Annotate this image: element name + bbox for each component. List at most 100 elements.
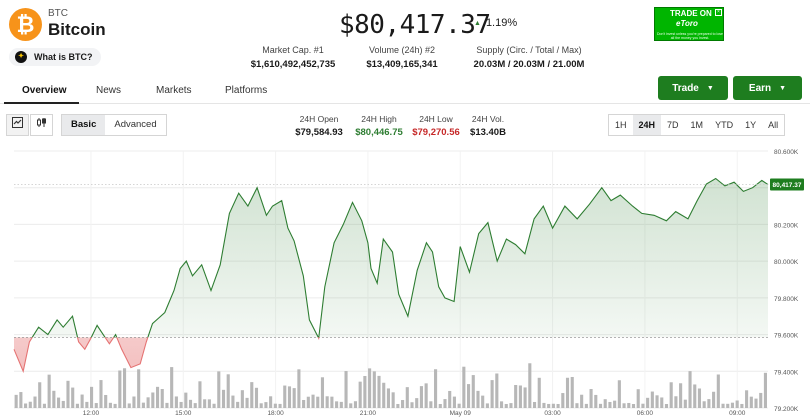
y-tick-label: 79.800K <box>774 296 799 303</box>
chevron-down-icon: ▼ <box>779 84 787 92</box>
tab-markets[interactable]: Markets <box>156 85 192 96</box>
volume-bar <box>674 396 678 408</box>
y-tick-label: 79.400K <box>774 369 799 376</box>
volume-bar <box>584 403 588 408</box>
volume-bar <box>716 374 720 408</box>
price-change: ▲ 1.19% <box>474 17 517 29</box>
earn-button[interactable]: Earn ▼ <box>733 76 802 100</box>
price-change-value: 1.19% <box>485 17 518 29</box>
tab-platforms[interactable]: Platforms <box>225 85 268 96</box>
x-tick-label: May 09 <box>450 410 472 417</box>
volume-bar <box>306 396 310 408</box>
volume-bar <box>537 377 541 408</box>
volume-bar <box>443 399 447 408</box>
volume-bar <box>523 387 527 408</box>
tab-overview[interactable]: Overview <box>22 85 67 96</box>
volume-bar <box>471 375 475 408</box>
volume-bar <box>664 403 669 408</box>
volume-bar <box>712 391 716 408</box>
supply-label: Supply (Circ. / Total / Max) <box>476 45 582 55</box>
trade-button[interactable]: Trade ▼ <box>658 76 728 100</box>
price-area-above-open <box>14 178 768 338</box>
x-tick-label: 18:00 <box>267 410 284 417</box>
x-tick-label: 12:00 <box>83 410 100 417</box>
volume-bar <box>646 397 650 408</box>
volume-bar <box>476 390 480 408</box>
volume-bar <box>132 396 136 408</box>
volume-bar <box>467 384 471 408</box>
y-tick-label: 79.600K <box>774 333 799 340</box>
range-1h[interactable]: 1H <box>615 120 627 130</box>
volume-bar <box>485 403 489 408</box>
volume-bar <box>368 368 372 408</box>
basic-mode-option[interactable]: Basic <box>62 115 106 135</box>
volume-bar <box>697 388 702 408</box>
line-chart-toggle-icon[interactable] <box>6 114 29 136</box>
volume-bar <box>269 396 273 408</box>
volume-bar <box>146 397 150 408</box>
volume-bar <box>561 393 565 408</box>
volume-bar <box>292 388 296 408</box>
volume-bar <box>193 403 197 408</box>
volume-bar <box>641 403 645 408</box>
volume-bar <box>217 371 221 408</box>
x-tick-label: 15:00 <box>175 410 192 417</box>
current-price: $80,417.37 <box>339 10 491 40</box>
volume-bar <box>448 390 452 408</box>
volume-bar <box>759 392 763 408</box>
range-1m[interactable]: 1M <box>690 120 704 130</box>
trade-button-label: Trade <box>672 82 699 94</box>
low-label: 24H Low <box>419 114 453 124</box>
volume-bar <box>415 398 419 408</box>
volume-bar <box>165 402 169 408</box>
volume-bar <box>52 390 56 408</box>
volume-bar <box>377 375 381 408</box>
open-value: $79,584.93 <box>295 127 343 138</box>
volume-bar <box>113 403 117 408</box>
chevron-down-icon: ▼ <box>706 84 714 92</box>
x-tick-label: 06:00 <box>637 410 654 417</box>
volume-bar <box>391 392 395 408</box>
y-tick-label: 80.600K <box>774 149 799 156</box>
volume-bar <box>273 403 277 408</box>
candlestick-toggle-icon[interactable] <box>30 114 53 136</box>
volume-bar <box>580 394 584 408</box>
volume-bar <box>57 397 61 408</box>
y-tick-label: 80.000K <box>774 259 799 266</box>
volume-bar <box>151 392 155 408</box>
last-price-tag <box>770 178 804 191</box>
volume-bar <box>556 403 560 408</box>
volume-bar <box>339 401 343 408</box>
what-is-btc-button[interactable]: ✦ What is BTC? <box>9 48 101 66</box>
volume-bar <box>372 371 376 408</box>
range-7d[interactable]: 7D <box>667 120 679 130</box>
volume-bar <box>565 377 570 408</box>
range-ytd[interactable]: YTD <box>715 120 734 130</box>
y-tick-label: 80.200K <box>774 222 799 229</box>
price-chart[interactable]: 80.600K80.400K80.200K80.000K79.800K79.60… <box>0 145 810 418</box>
ad-line-2: eToro <box>676 19 698 28</box>
volume-bar <box>631 403 636 408</box>
volume-bar <box>85 401 89 408</box>
volume-bar <box>66 380 70 408</box>
volume-bar <box>250 382 254 408</box>
up-triangle-icon: ▲ <box>474 19 481 27</box>
volume-bar <box>655 395 659 408</box>
range-1y[interactable]: 1Y <box>745 120 757 130</box>
coin-name: Bitcoin <box>48 20 106 39</box>
volume-bar <box>429 401 433 408</box>
ad-close-icon[interactable]: × <box>715 9 722 16</box>
volume-bar <box>683 399 687 408</box>
ad-line-1: TRADE ON <box>670 9 712 18</box>
advanced-mode-option[interactable]: Advanced <box>114 119 157 130</box>
time-range-selector: 1H 24H 7D 1M YTD 1Y All <box>608 114 786 136</box>
volume-bar <box>650 391 654 408</box>
range-24h[interactable]: 24H <box>632 115 662 135</box>
tab-news[interactable]: News <box>96 85 122 96</box>
volume-bar <box>434 369 438 408</box>
range-all[interactable]: All <box>768 120 779 130</box>
volume-bar <box>160 389 164 408</box>
etoro-ad-banner[interactable]: TRADE ON eToro Don't invest unless you'r… <box>654 7 724 41</box>
volume-bar <box>287 386 292 408</box>
volume-bar <box>245 397 249 408</box>
